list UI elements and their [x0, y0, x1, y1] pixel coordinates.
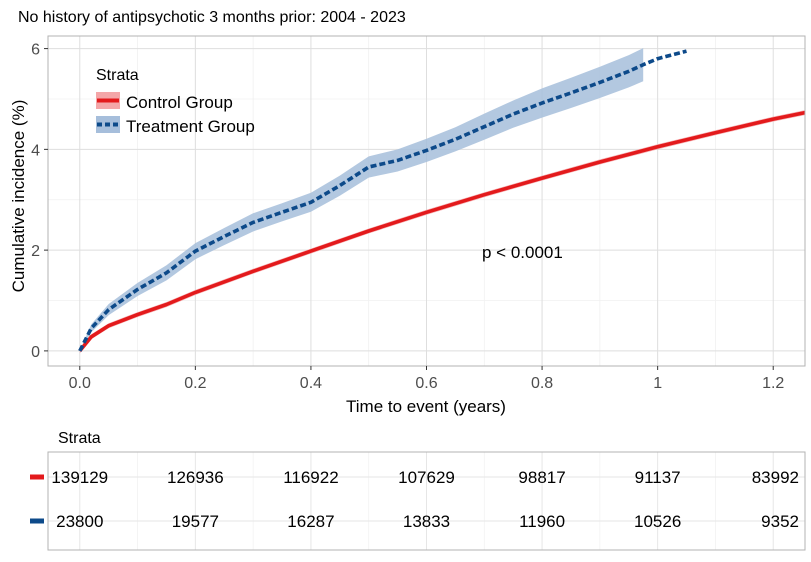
x-tick-label: 1.2	[762, 375, 784, 392]
legend: Strata Control Group Treatment Group	[96, 67, 255, 136]
plot-area: 0.0 0.2 0.4 0.6 0.8 1 1.2 0 2 4 6	[31, 35, 806, 392]
y-tick-label: 6	[31, 42, 40, 59]
risk-table-cell: 116922	[283, 468, 338, 487]
treatment-ci-band	[79, 48, 644, 351]
risk-table-cell: 98817	[518, 468, 565, 487]
chart-title: No history of antipsychotic 3 months pri…	[18, 9, 406, 26]
legend-entry-control: Control Group	[96, 92, 233, 112]
risk-table-cell: 16287	[287, 512, 334, 531]
risk-table-cell: 83992	[752, 468, 799, 487]
risk-table-cell: 9352	[761, 512, 799, 531]
x-tick-label: 0.8	[531, 375, 553, 392]
legend-title: Strata	[96, 67, 139, 84]
x-tick-label: 0.0	[69, 375, 91, 392]
legend-label-treatment: Treatment Group	[126, 117, 255, 136]
legend-entry-treatment: Treatment Group	[96, 116, 255, 136]
y-tick-label: 2	[31, 243, 40, 260]
treatment-group-line	[78, 49, 687, 352]
risk-table-cell: 13833	[403, 512, 450, 531]
y-tick-label: 0	[31, 344, 40, 361]
x-tick-label: 0.6	[415, 375, 437, 392]
risk-table-cell: 139129	[51, 468, 108, 487]
risk-table-border	[47, 451, 806, 551]
x-tick-label: 1	[653, 375, 662, 392]
legend-label-control: Control Group	[126, 93, 233, 112]
p-value-annotation: p < 0.0001	[482, 243, 563, 262]
risk-table-cells: 139129 126936 116922 107629 98817 91137 83992 2…	[30, 468, 799, 531]
risk-table-cell: 91137	[635, 468, 681, 487]
risk-table-grid	[47, 451, 806, 551]
x-tick-label: 0.2	[184, 375, 206, 392]
risk-table-cell: 126936	[167, 468, 224, 487]
risk-table: Strata 139129 126936 116922 107629 98817 9113…	[30, 430, 806, 551]
risk-table-cell: 10526	[634, 512, 681, 531]
risk-table-cell: 11960	[519, 512, 565, 531]
risk-table-title: Strata	[58, 430, 101, 447]
control-group-line	[78, 110, 806, 353]
risk-table-cell: 107629	[398, 468, 455, 487]
x-tick-label: 0.4	[300, 375, 322, 392]
risk-table-cell: 19577	[172, 512, 219, 531]
x-axis-label: Time to event (years)	[346, 397, 506, 416]
y-tick-label: 4	[31, 142, 40, 159]
y-axis-label: Cumulative incidence (%)	[9, 100, 28, 293]
risk-table-cell: 23800	[56, 512, 103, 531]
